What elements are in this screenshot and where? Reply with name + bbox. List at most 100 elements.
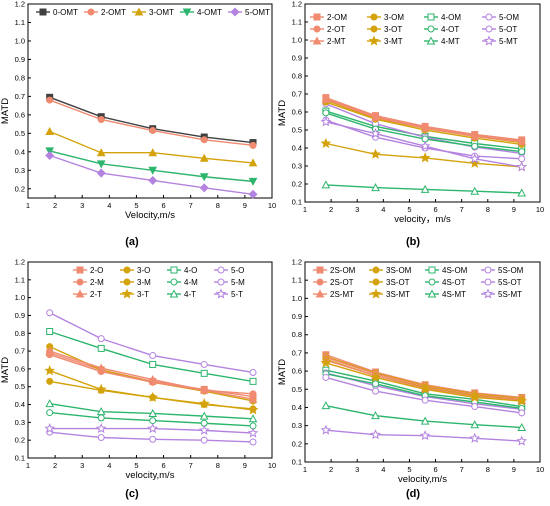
data-point <box>249 377 257 385</box>
series-5-T <box>44 423 259 438</box>
data-point <box>516 161 528 172</box>
legend-label: 2S-MT <box>330 290 354 299</box>
y-tick-label: 0.1 <box>15 454 25 463</box>
legend-item: 2-M <box>73 278 104 287</box>
data-point <box>248 189 258 199</box>
y-tick-label: 0.5 <box>292 385 302 394</box>
x-tick-label: 10 <box>536 205 544 214</box>
legend-label: 5-OM <box>499 13 519 22</box>
data-point <box>322 373 330 381</box>
data-point <box>147 423 159 434</box>
data-point <box>249 141 257 149</box>
series-3-OMT <box>45 126 258 167</box>
legend-item: 4S-MT <box>425 289 466 299</box>
data-point <box>516 395 528 406</box>
legend-label: 2S-OM <box>330 266 356 275</box>
x-axis-label: velocity,m/s <box>126 470 175 481</box>
y-tick-label: 1.1 <box>292 276 302 285</box>
data-point <box>96 363 106 372</box>
y-tick-label: 1.0 <box>292 294 302 303</box>
y-tick-label: 0.7 <box>15 92 25 101</box>
data-point <box>149 435 157 443</box>
legend-label: 3-O <box>137 266 150 275</box>
legend-swatch-marker <box>370 13 378 21</box>
legend-item: 5-T <box>214 288 243 299</box>
data-point <box>420 123 430 132</box>
legend-item: 4-OMT <box>180 8 222 17</box>
data-point <box>419 140 431 151</box>
legend-label: 2-M <box>90 278 104 287</box>
series-4-OMT <box>45 147 258 186</box>
x-tick-label: 8 <box>216 461 220 470</box>
legend-swatch-marker <box>134 7 144 16</box>
legend-swatch-marker <box>76 278 84 286</box>
x-axis-label: velocity,m/s <box>398 474 447 485</box>
data-point <box>469 153 481 164</box>
y-tick-label: 1.0 <box>15 293 25 302</box>
plot-frame <box>304 3 541 203</box>
legend-item: 3S-OT <box>369 278 410 287</box>
y-tick-label: 0.7 <box>15 347 25 356</box>
data-point <box>96 168 106 178</box>
data-point <box>518 409 526 417</box>
data-point <box>96 160 106 169</box>
legend-item: 3-OM <box>367 13 404 22</box>
data-point <box>95 383 107 394</box>
y-tick-label: 1.0 <box>15 36 25 45</box>
legend-swatch-marker <box>428 266 436 274</box>
panel-label: (d) <box>406 488 420 500</box>
legend-label: 3S-MT <box>386 290 410 299</box>
data-point <box>148 408 158 417</box>
data-point <box>199 153 209 162</box>
data-point <box>518 148 526 156</box>
data-point <box>45 346 55 355</box>
data-point <box>148 175 158 185</box>
legend-item: 2-T <box>73 289 102 299</box>
legend-label: 3-OT <box>384 25 402 34</box>
data-point <box>320 116 332 127</box>
y-tick-label: 0.5 <box>15 382 25 391</box>
chart-panel-3: 1 2 3 4 5 6 7 8 9 10 0.1 0.2 0.3 0.4 0.5 0.6 0.7 0.8 0.9 1.… <box>0 258 276 501</box>
x-tick-label: 9 <box>243 461 247 470</box>
legend-label: 2-O <box>90 266 103 275</box>
legend-swatch-marker <box>427 25 435 33</box>
x-tick-label: 7 <box>460 205 464 214</box>
data-point <box>200 360 208 368</box>
data-point <box>517 188 527 197</box>
y-axis-label: MATD <box>0 98 11 124</box>
y-tick-label: 0.9 <box>15 311 25 320</box>
data-point <box>419 383 431 394</box>
legend-swatch-marker <box>427 289 437 298</box>
x-axis-label: velocity，m/s <box>394 214 451 225</box>
x-tick-label: 4 <box>381 205 385 214</box>
legend-swatch-marker <box>87 8 95 16</box>
legend-label: 3S-OM <box>386 266 412 275</box>
data-point <box>516 435 528 446</box>
x-tick-label: 5 <box>407 205 411 214</box>
x-tick-label: 7 <box>189 461 193 470</box>
chart-panel-1: 1 2 3 4 5 6 7 8 9 10 0.2 0.3 0.4 0.5 0.6 0.7 0.8 0.9 1.0 1.… <box>0 0 276 248</box>
legend-swatch-marker <box>170 266 178 274</box>
legend-swatch-marker <box>217 266 225 274</box>
x-tick-label: 9 <box>243 201 247 210</box>
data-point <box>470 186 480 195</box>
legend-item: 5-O <box>214 266 244 275</box>
data-point <box>45 150 55 161</box>
legend-item: 5S-MT <box>481 288 522 299</box>
data-point <box>248 414 258 423</box>
data-point <box>322 109 330 117</box>
legend-item: 4-OM <box>424 13 461 22</box>
data-point <box>44 365 56 376</box>
data-point <box>249 368 257 376</box>
legend-item: 5-M <box>214 278 245 287</box>
legend-item: 5-OM <box>482 13 519 22</box>
legend-label: 4-OMT <box>197 8 222 17</box>
legend-label: 3-OM <box>384 13 404 22</box>
x-tick-label: 5 <box>134 461 138 470</box>
y-tick-label: 0.1 <box>292 198 302 207</box>
y-tick-label: 1.2 <box>292 258 302 267</box>
legend-label: 3-M <box>137 278 151 287</box>
legend-swatch-marker <box>182 8 192 17</box>
x-tick-label: 8 <box>486 465 490 474</box>
data-point <box>371 411 380 420</box>
